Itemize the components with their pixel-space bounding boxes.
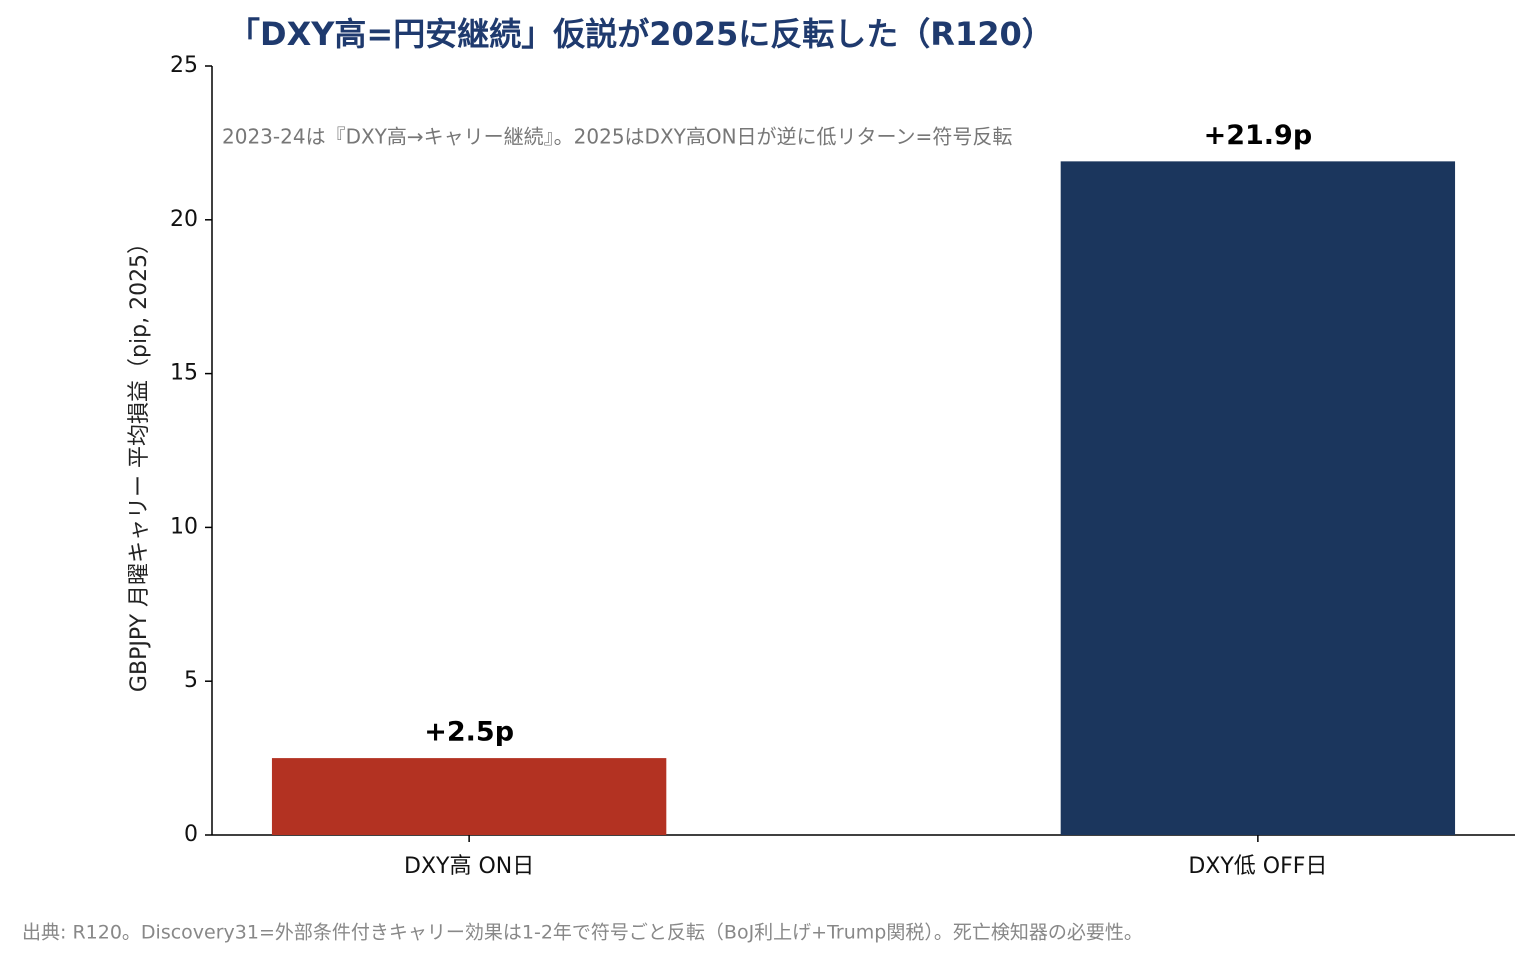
y-tick-label: 20 (170, 207, 198, 232)
y-tick-label: 5 (184, 668, 198, 693)
source-note: 出典: R120。Discovery31=外部条件付きキャリー効果は1-2年で符… (22, 922, 1143, 944)
y-tick-label: 0 (184, 822, 198, 847)
y-tick-label: 25 (170, 53, 198, 78)
y-tick-label: 10 (170, 514, 198, 539)
value-label: +21.9p (1204, 120, 1313, 151)
y-axis-label: GBPJPY 月曜キャリー 平均損益（pip, 2025） (127, 232, 152, 692)
annotation: 2023-24は『DXY高→キャリー継続』。2025はDXY高ON日が逆に低リタ… (222, 125, 1012, 149)
bar (1060, 161, 1456, 835)
value-label: +2.5p (424, 717, 514, 748)
chart-title: 「DXY高=円安継続」仮説が2025に反転した（R120） (228, 15, 1054, 53)
bar (271, 758, 667, 835)
y-tick-label: 15 (170, 361, 198, 386)
x-tick-label: DXY低 OFF日 (1188, 854, 1327, 879)
x-tick-label: DXY高 ON日 (404, 854, 534, 879)
